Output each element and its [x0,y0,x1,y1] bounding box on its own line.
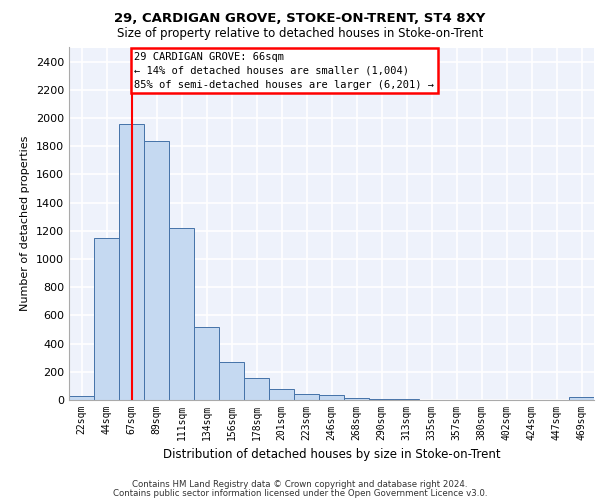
Bar [244,378,269,400]
Bar [294,394,319,400]
Bar [169,228,194,400]
Bar [94,238,119,400]
Bar [119,124,144,400]
Bar [344,398,369,400]
Bar [219,362,244,400]
X-axis label: Distribution of detached houses by size in Stoke-on-Trent: Distribution of detached houses by size … [163,448,500,462]
Bar [144,140,169,400]
Text: Contains HM Land Registry data © Crown copyright and database right 2024.: Contains HM Land Registry data © Crown c… [132,480,468,489]
Bar [369,398,394,400]
Text: Contains public sector information licensed under the Open Government Licence v3: Contains public sector information licen… [113,489,487,498]
Bar [194,328,219,400]
Bar [319,395,344,400]
Bar [69,396,94,400]
Y-axis label: Number of detached properties: Number of detached properties [20,136,31,312]
Bar [569,397,594,400]
Text: Size of property relative to detached houses in Stoke-on-Trent: Size of property relative to detached ho… [117,28,483,40]
Text: 29 CARDIGAN GROVE: 66sqm
← 14% of detached houses are smaller (1,004)
85% of sem: 29 CARDIGAN GROVE: 66sqm ← 14% of detach… [134,52,434,90]
Text: 29, CARDIGAN GROVE, STOKE-ON-TRENT, ST4 8XY: 29, CARDIGAN GROVE, STOKE-ON-TRENT, ST4 … [115,12,485,26]
Bar [269,388,294,400]
